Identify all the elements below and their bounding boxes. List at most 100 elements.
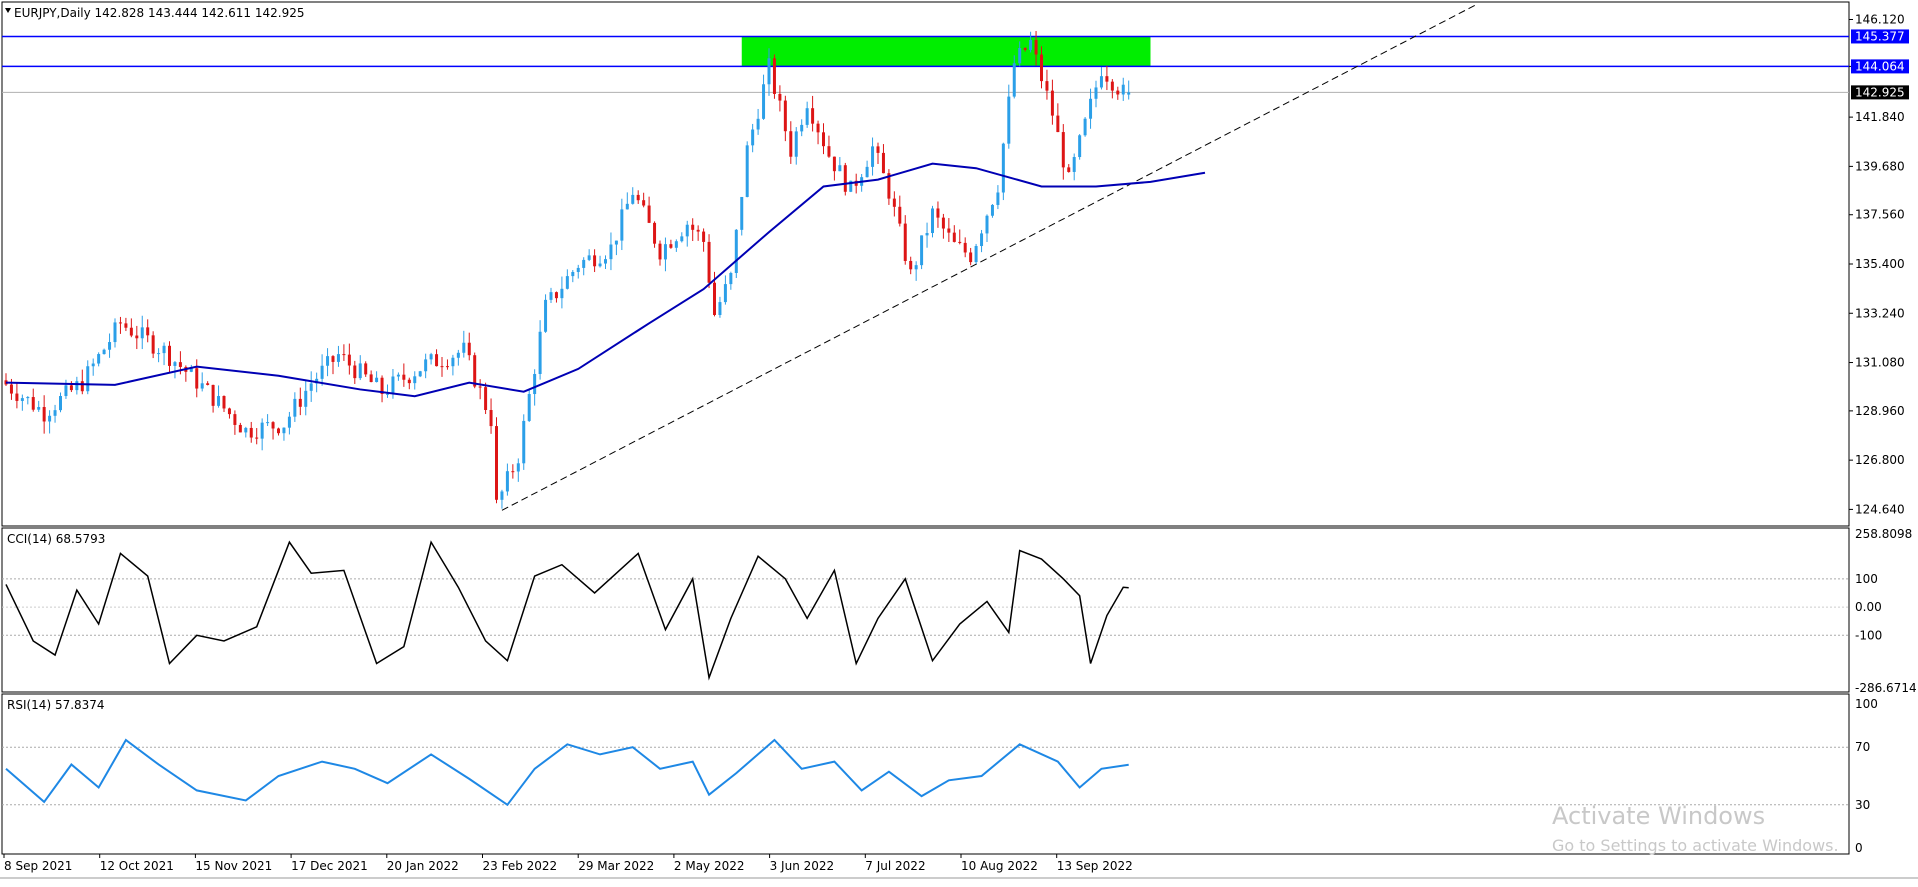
candle[interactable] <box>625 192 629 210</box>
rsi-panel[interactable] <box>1 693 1850 855</box>
candle[interactable] <box>75 376 79 395</box>
candle[interactable] <box>636 190 640 204</box>
candle[interactable] <box>576 264 580 279</box>
candle[interactable] <box>1072 153 1076 181</box>
candle[interactable] <box>15 382 19 409</box>
candle[interactable] <box>892 191 896 217</box>
candle[interactable] <box>287 411 291 435</box>
candle[interactable] <box>124 317 128 332</box>
candle[interactable] <box>505 463 509 496</box>
candle[interactable] <box>549 287 553 303</box>
candle[interactable] <box>140 315 144 350</box>
candle[interactable] <box>31 388 35 412</box>
candle[interactable] <box>309 371 313 402</box>
candle[interactable] <box>903 215 907 265</box>
candle[interactable] <box>162 342 166 366</box>
candle[interactable] <box>947 218 951 243</box>
candle[interactable] <box>451 354 455 376</box>
candle[interactable] <box>838 156 842 172</box>
candle[interactable] <box>963 237 967 258</box>
candle[interactable] <box>342 344 346 361</box>
candle[interactable] <box>691 218 695 242</box>
candle[interactable] <box>663 237 667 272</box>
candle[interactable] <box>527 389 531 423</box>
candle[interactable] <box>881 144 885 174</box>
candle[interactable] <box>238 422 242 433</box>
candle[interactable] <box>1110 79 1114 99</box>
candle[interactable] <box>211 384 215 413</box>
candle[interactable] <box>102 348 106 355</box>
candle[interactable] <box>97 352 101 367</box>
candle[interactable] <box>696 225 700 241</box>
candle[interactable] <box>767 48 771 96</box>
candle[interactable] <box>266 414 270 427</box>
candle[interactable] <box>364 361 368 377</box>
candle[interactable] <box>473 352 477 389</box>
candle[interactable] <box>1012 55 1016 99</box>
candle[interactable] <box>680 232 684 243</box>
candle[interactable] <box>129 318 133 338</box>
candle[interactable] <box>336 345 340 367</box>
candle[interactable] <box>108 333 112 358</box>
candle[interactable] <box>135 325 139 350</box>
candle[interactable] <box>980 229 984 253</box>
candle[interactable] <box>1078 134 1082 160</box>
main-price-panel[interactable] <box>1 1 1850 527</box>
candle[interactable] <box>249 421 253 443</box>
candle[interactable] <box>631 187 635 205</box>
candle[interactable] <box>1116 86 1120 100</box>
candle[interactable] <box>402 363 406 387</box>
candle[interactable] <box>1127 80 1131 100</box>
candle[interactable] <box>1067 164 1071 173</box>
candle[interactable] <box>898 195 902 227</box>
candle[interactable] <box>407 377 411 390</box>
candle[interactable] <box>974 243 978 264</box>
candle[interactable] <box>157 348 161 363</box>
candle[interactable] <box>925 222 929 248</box>
candle[interactable] <box>931 205 934 238</box>
candle[interactable] <box>843 162 847 196</box>
candle[interactable] <box>996 185 1000 210</box>
candle[interactable] <box>887 169 891 205</box>
candle[interactable] <box>424 353 428 379</box>
candle[interactable] <box>173 361 177 379</box>
candle[interactable] <box>511 464 515 479</box>
candle[interactable] <box>1099 66 1103 90</box>
candle[interactable] <box>832 156 836 181</box>
candle[interactable] <box>920 235 924 270</box>
candle[interactable] <box>495 417 498 504</box>
candle[interactable] <box>1083 117 1087 137</box>
candle[interactable] <box>1034 31 1038 66</box>
candle[interactable] <box>151 331 155 359</box>
candle[interactable] <box>358 355 362 381</box>
candle[interactable] <box>386 384 389 398</box>
candle[interactable] <box>729 271 733 290</box>
candle[interactable] <box>969 247 973 266</box>
candle[interactable] <box>990 204 994 218</box>
candle[interactable] <box>587 249 591 262</box>
candle[interactable] <box>565 269 569 290</box>
candle[interactable] <box>582 257 586 276</box>
candle[interactable] <box>685 220 689 247</box>
candle[interactable] <box>865 160 869 178</box>
candle[interactable] <box>658 240 662 266</box>
candle[interactable] <box>320 354 324 386</box>
candle[interactable] <box>282 427 286 441</box>
candle[interactable] <box>118 316 122 334</box>
candle[interactable] <box>571 270 575 283</box>
candle[interactable] <box>277 427 280 436</box>
candle[interactable] <box>26 396 30 405</box>
candle[interactable] <box>909 256 913 275</box>
candle[interactable] <box>347 343 351 375</box>
candle[interactable] <box>560 276 564 309</box>
candle[interactable] <box>985 214 989 243</box>
candle[interactable] <box>822 123 825 155</box>
candle[interactable] <box>914 261 918 281</box>
candle[interactable] <box>1045 69 1049 100</box>
candle[interactable] <box>4 373 8 386</box>
candle[interactable] <box>642 192 646 208</box>
candle[interactable] <box>91 358 95 376</box>
candle[interactable] <box>794 127 798 165</box>
candle[interactable] <box>614 240 618 256</box>
